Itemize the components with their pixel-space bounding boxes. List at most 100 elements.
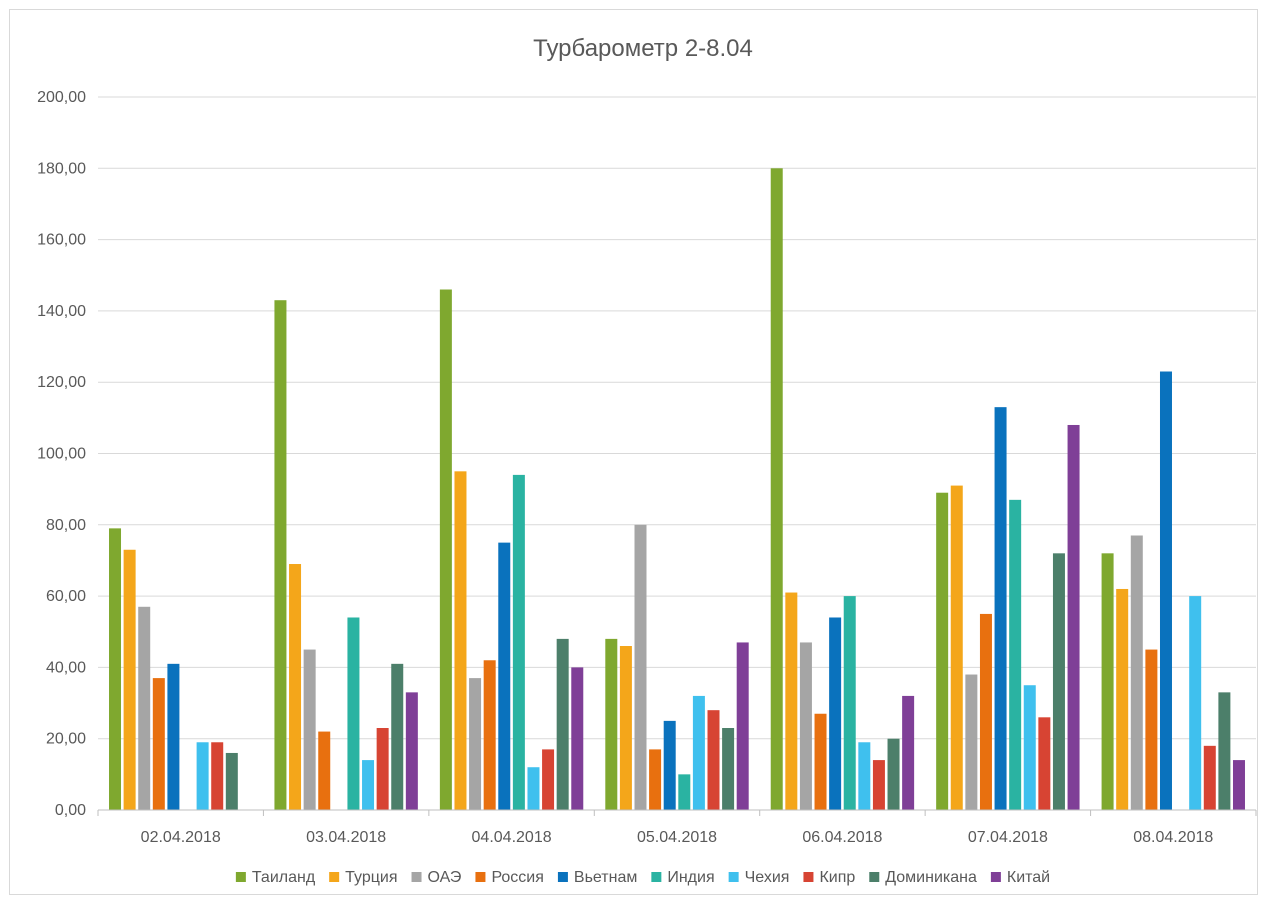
legend-swatch <box>475 872 486 882</box>
bar-3-4 <box>814 713 827 810</box>
bar-0-2 <box>439 289 452 810</box>
legend-label: Россия <box>491 869 543 886</box>
y-tick-label: 180,00 <box>37 160 86 177</box>
bar-7-2 <box>542 749 555 810</box>
bar-3-5 <box>979 613 992 810</box>
bar-1-4 <box>785 592 798 810</box>
legend-swatch <box>411 872 422 882</box>
bar-7-6 <box>1203 745 1216 810</box>
bar-7-5 <box>1038 717 1051 810</box>
x-category-label: 04.04.2018 <box>472 829 552 846</box>
bar-2-6 <box>1130 535 1143 810</box>
bar-1-0 <box>123 549 136 810</box>
legend-label: Кипр <box>819 869 855 886</box>
bar-1-6 <box>1116 588 1129 810</box>
bar-1-3 <box>619 646 632 810</box>
bar-8-6 <box>1218 692 1231 810</box>
bar-6-6 <box>1189 596 1202 810</box>
y-tick-label: 20,00 <box>46 731 86 748</box>
bar-6-4 <box>858 742 871 810</box>
bar-3-6 <box>1145 649 1158 810</box>
bar-0-5 <box>936 492 949 810</box>
legend-swatch <box>651 872 662 882</box>
legend-swatch <box>557 872 568 882</box>
bar-0-6 <box>1101 553 1114 810</box>
x-category-label: 02.04.2018 <box>141 829 221 846</box>
bar-9-5 <box>1067 424 1080 810</box>
bar-7-3 <box>707 710 720 810</box>
legend-label: Чехия <box>745 869 790 886</box>
y-tick-label: 200,00 <box>37 89 86 106</box>
legend-swatch <box>235 872 246 882</box>
legend-label: Доминикана <box>885 869 977 886</box>
bar-layer <box>109 168 1245 811</box>
bar-4-4 <box>829 617 842 810</box>
bar-6-3 <box>692 695 705 810</box>
bar-3-0 <box>152 678 165 810</box>
bar-0-3 <box>605 638 618 810</box>
bar-4-5 <box>994 407 1007 810</box>
y-tick-label: 120,00 <box>37 374 86 391</box>
bar-8-1 <box>391 663 404 810</box>
bar-1-1 <box>289 564 302 810</box>
bar-0-1 <box>274 300 287 810</box>
bar-8-4 <box>887 738 900 810</box>
legend-swatch <box>728 872 739 882</box>
legend-swatch <box>329 872 340 882</box>
y-tick-label: 40,00 <box>46 659 86 676</box>
bar-6-5 <box>1023 685 1036 810</box>
y-tick-label: 100,00 <box>37 446 86 463</box>
bar-5-2 <box>512 474 525 810</box>
bar-3-3 <box>649 749 662 810</box>
y-tick-label: 140,00 <box>37 303 86 320</box>
y-tick-label: 80,00 <box>46 517 86 534</box>
chart-frame: Турбарометр 2-8.04 0,00 20,00 40,00 60,00 80… <box>9 9 1258 895</box>
y-axis-ticks: 0,00 20,00 40,00 60,00 80,00 100,00 120,00 140,… <box>37 89 86 819</box>
legend-swatch <box>803 872 814 882</box>
bar-8-0 <box>225 752 238 810</box>
y-tick-label: 0,00 <box>55 802 86 819</box>
bar-4-0 <box>167 663 180 810</box>
bar-0-0 <box>109 528 122 810</box>
bar-9-2 <box>571 667 584 810</box>
bar-9-6 <box>1232 760 1245 810</box>
bar-1-2 <box>454 471 467 810</box>
bar-2-5 <box>965 674 978 810</box>
x-category-label: 05.04.2018 <box>637 829 717 846</box>
legend-label: Турция <box>345 869 397 886</box>
legend-swatch <box>990 872 1001 882</box>
bar-8-5 <box>1052 553 1065 810</box>
bar-5-5 <box>1009 499 1022 810</box>
x-category-label: 07.04.2018 <box>968 829 1048 846</box>
x-category-label: 03.04.2018 <box>306 829 386 846</box>
legend-swatch <box>869 872 880 882</box>
bar-7-1 <box>376 728 389 810</box>
x-category-label: 08.04.2018 <box>1133 829 1213 846</box>
bar-2-3 <box>634 524 647 810</box>
bar-6-1 <box>362 760 375 810</box>
legend-label: ОАЭ <box>428 869 462 886</box>
bar-2-4 <box>799 642 812 810</box>
bar-4-3 <box>663 720 676 810</box>
bar-5-4 <box>843 596 856 810</box>
grid-layer <box>98 96 1256 811</box>
bar-1-5 <box>950 485 963 810</box>
bar-6-0 <box>196 742 209 810</box>
bar-2-1 <box>303 649 316 810</box>
bar-0-4 <box>770 168 783 811</box>
bar-chart: Турбарометр 2-8.04 0,00 20,00 40,00 60,00 80… <box>37 35 1257 886</box>
x-axis: 02.04.2018 03.04.2018 04.04.2018 05.04.2018… <box>97 809 1257 846</box>
bar-5-1 <box>347 617 360 810</box>
legend-label: Индия <box>667 869 714 886</box>
bar-4-6 <box>1159 371 1172 810</box>
bar-6-2 <box>527 767 540 810</box>
bar-5-3 <box>678 774 691 810</box>
bar-9-4 <box>902 695 915 810</box>
bar-9-3 <box>736 642 749 810</box>
y-tick-label: 60,00 <box>46 588 86 605</box>
bar-7-4 <box>872 760 885 810</box>
bar-2-2 <box>469 678 482 810</box>
legend: Таиланд Турция ОАЭ Россия Вьетнам Индия Чехия К… <box>235 869 1050 886</box>
bar-3-2 <box>483 660 496 810</box>
bar-4-2 <box>498 542 511 810</box>
